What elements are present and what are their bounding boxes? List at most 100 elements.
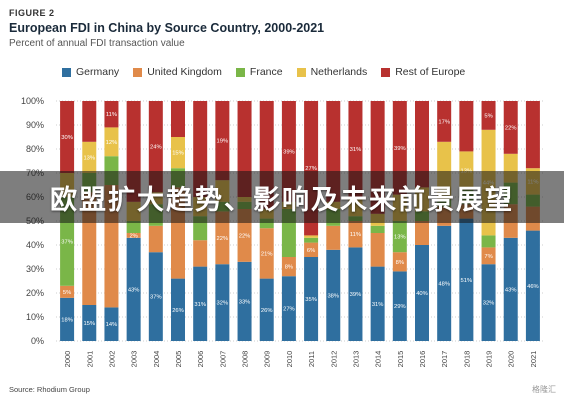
x-tick-label: 2013 <box>351 351 360 368</box>
bar-segment <box>437 101 452 142</box>
data-label: 40% <box>416 291 428 297</box>
bar-segment <box>281 257 296 277</box>
data-label: 33% <box>239 299 251 305</box>
bar-segment <box>148 225 163 253</box>
data-label: 15% <box>172 151 184 157</box>
bar-segment <box>60 101 75 173</box>
data-label: 27% <box>283 307 295 313</box>
chart-subtitle: Percent of annual FDI transaction value <box>9 38 185 49</box>
data-label: 32% <box>217 301 229 307</box>
bar-segment <box>415 245 429 341</box>
y-tick-label: 30% <box>26 264 44 274</box>
x-tick-label: 2020 <box>507 351 516 368</box>
bar-segment <box>525 230 540 341</box>
bar-segment <box>259 218 274 229</box>
x-tick-label: 2019 <box>485 351 494 368</box>
data-label: 5% <box>484 113 492 119</box>
bar-segment <box>104 127 119 157</box>
x-tick-label: 2011 <box>307 351 316 367</box>
x-tick-label: 2004 <box>152 351 161 368</box>
bar-segment <box>503 237 518 341</box>
bar-segment <box>304 242 319 257</box>
data-label: 31% <box>350 147 362 153</box>
bar-segment <box>148 101 163 193</box>
y-tick-label: 20% <box>26 288 44 298</box>
legend-item-netherlands: Netherlands <box>296 66 368 78</box>
bar-segment <box>215 101 230 181</box>
legend-label: France <box>249 66 283 78</box>
bar-segment <box>481 264 496 341</box>
data-label: 30% <box>61 135 73 141</box>
y-tick-label: 80% <box>26 144 44 154</box>
data-label: 6% <box>307 248 315 254</box>
data-label: 37% <box>150 295 162 301</box>
data-label: 32% <box>483 301 495 307</box>
bar-segment <box>525 101 540 169</box>
data-label: 14% <box>106 322 118 328</box>
bar-segment <box>370 266 385 341</box>
bar-segment <box>304 235 319 238</box>
data-label: 35% <box>305 297 317 303</box>
x-tick-label: 2018 <box>462 351 471 368</box>
bar-segment <box>481 101 496 130</box>
x-tick-label: 2005 <box>174 351 183 368</box>
y-tick-label: 40% <box>26 240 44 250</box>
data-label: 24% <box>150 145 162 151</box>
data-label: 26% <box>261 308 273 314</box>
y-tick-label: 10% <box>26 312 44 322</box>
bar-segment <box>459 218 474 341</box>
y-tick-label: 0% <box>31 336 44 346</box>
data-label: 37% <box>61 239 73 245</box>
x-tick-label: 2021 <box>529 351 538 368</box>
data-label: 22% <box>217 236 229 242</box>
data-label: 19% <box>217 139 229 145</box>
bar-segment <box>126 221 141 233</box>
data-label: 5% <box>63 290 71 296</box>
bar-segment <box>304 237 319 243</box>
bar-segment <box>60 297 75 341</box>
data-label: 8% <box>396 260 404 266</box>
x-tick-label: 2003 <box>130 351 139 368</box>
bar-segment <box>370 225 385 233</box>
data-label: 15% <box>83 321 95 327</box>
data-label: 48% <box>438 281 450 287</box>
data-label: 12% <box>106 140 118 146</box>
legend: Germany United Kingdom France Netherland… <box>62 66 465 78</box>
banner-text: 欧盟扩大趋势、影响及未来前景展望 <box>50 184 514 216</box>
data-label: 18% <box>61 317 73 323</box>
x-tick-label: 2002 <box>107 351 116 368</box>
bar-segment <box>326 249 341 341</box>
x-tick-label: 2001 <box>85 351 94 368</box>
bar-segment <box>415 101 429 188</box>
bar-segment <box>104 307 119 341</box>
bar-segment <box>481 235 496 248</box>
bar-segment <box>370 233 385 267</box>
legend-swatch <box>133 67 143 77</box>
data-label: 17% <box>438 119 450 125</box>
legend-label: Rest of Europe <box>395 66 466 78</box>
bar-segment <box>392 221 407 253</box>
legend-label: Netherlands <box>310 66 368 78</box>
data-label: 11% <box>350 232 361 238</box>
bar-segment <box>193 266 208 341</box>
x-tick-label: 2008 <box>241 351 250 368</box>
bar-segment <box>237 261 252 341</box>
bar-segment <box>82 305 97 341</box>
bar-segment <box>259 278 274 341</box>
data-label: 26% <box>172 308 184 314</box>
data-label: 38% <box>327 293 339 299</box>
bar-segment <box>503 101 518 154</box>
data-label: 31% <box>372 302 384 308</box>
x-tick-label: 2006 <box>196 351 205 368</box>
bar-segment <box>304 257 319 341</box>
legend-swatch <box>235 67 245 77</box>
bar-segment <box>348 221 363 248</box>
legend-swatch <box>381 67 391 77</box>
data-label: 43% <box>505 287 517 293</box>
source-note: Source: Rhodium Group <box>9 385 90 394</box>
legend-item-uk: United Kingdom <box>133 66 222 78</box>
x-tick-label: 2016 <box>418 351 427 368</box>
legend-label: United Kingdom <box>147 66 222 78</box>
y-tick-label: 100% <box>21 96 44 106</box>
data-label: 43% <box>128 287 140 293</box>
